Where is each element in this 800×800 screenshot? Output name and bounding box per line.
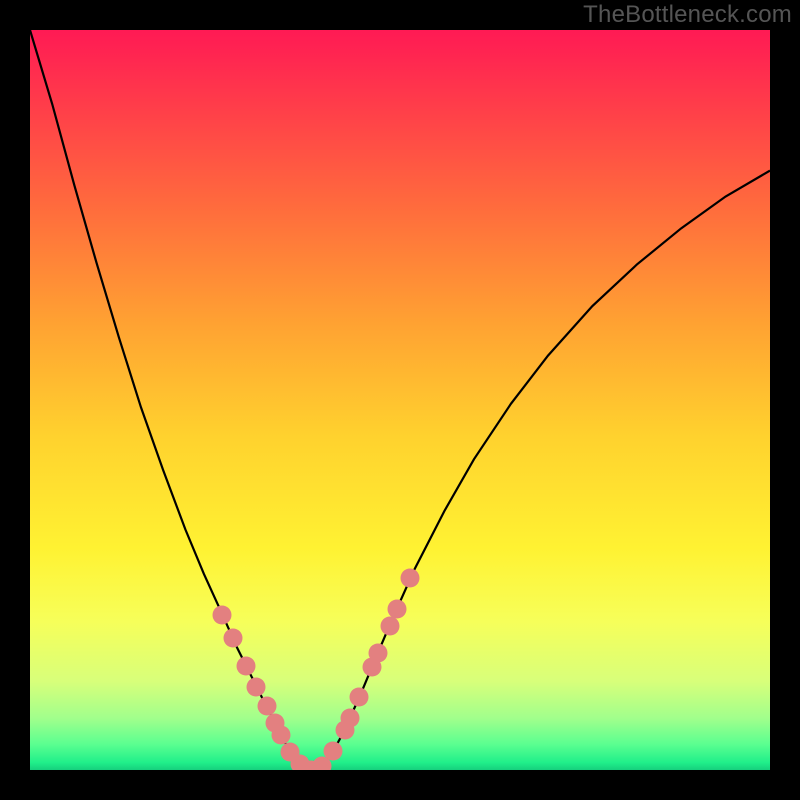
chart-frame	[0, 0, 800, 800]
data-marker	[324, 741, 343, 760]
data-marker	[368, 644, 387, 663]
data-marker	[247, 678, 266, 697]
plot-area	[30, 30, 770, 770]
data-marker	[271, 726, 290, 745]
data-marker	[213, 605, 232, 624]
watermark-text: TheBottleneck.com	[583, 1, 792, 29]
data-marker	[380, 616, 399, 635]
data-marker	[350, 688, 369, 707]
data-marker	[388, 599, 407, 618]
marker-layer	[30, 30, 770, 770]
data-marker	[223, 629, 242, 648]
data-marker	[401, 569, 420, 588]
data-marker	[340, 709, 359, 728]
data-marker	[237, 657, 256, 676]
